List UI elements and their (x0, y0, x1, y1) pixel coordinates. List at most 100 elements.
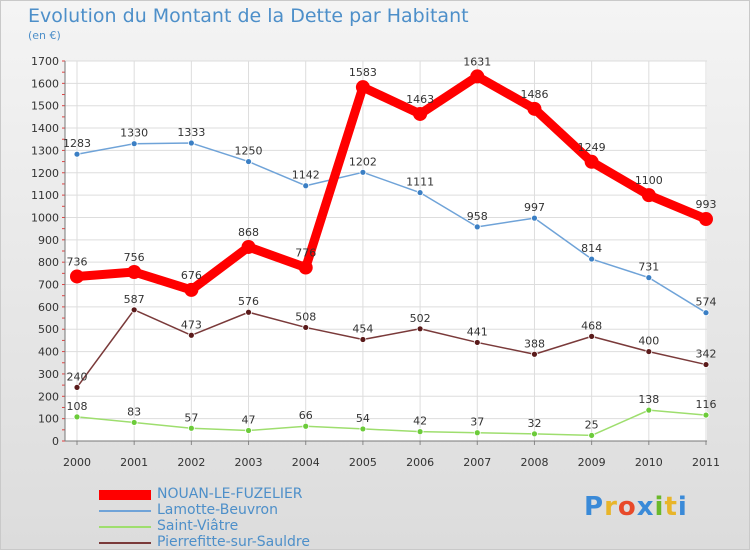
logo-letter: i (677, 492, 688, 522)
y-tick-label: 1600 (31, 77, 59, 90)
legend-swatch (99, 542, 151, 544)
y-tick-label: 1700 (31, 55, 59, 68)
y-tick-label: 100 (38, 413, 59, 426)
data-point (702, 361, 710, 368)
data-point (355, 80, 370, 95)
data-point (245, 158, 252, 165)
data-point (473, 339, 481, 346)
legend-label: Pierrefitte-sur-Sauldre (157, 534, 310, 550)
data-label: 1463 (406, 93, 434, 106)
data-point (645, 274, 653, 282)
data-label: 138 (638, 393, 659, 406)
logo-letter: i (654, 492, 665, 522)
logo-letter: x (636, 492, 655, 522)
legend-swatch (99, 510, 151, 512)
data-label: 1111 (406, 176, 434, 189)
y-tick-label: 1000 (31, 211, 59, 224)
x-tick-label: 2007 (463, 456, 491, 469)
x-tick-label: 2001 (120, 456, 148, 469)
data-point (187, 331, 195, 339)
data-point (645, 406, 653, 414)
data-label: 576 (238, 295, 259, 308)
x-tick-label: 2009 (578, 456, 606, 469)
data-point (73, 383, 81, 391)
data-point (413, 106, 428, 121)
data-label: 1283 (63, 137, 91, 150)
legend-swatch (99, 490, 151, 500)
data-point (359, 336, 367, 343)
data-label: 468 (581, 319, 602, 332)
data-label: 587 (124, 293, 145, 306)
data-point (302, 324, 310, 331)
data-label: 83 (127, 405, 141, 418)
data-point (473, 223, 481, 231)
data-point (127, 265, 142, 280)
data-label: 731 (638, 261, 659, 274)
data-label: 42 (413, 415, 427, 428)
data-point (130, 306, 138, 314)
y-tick-label: 1400 (31, 122, 59, 135)
y-tick-label: 400 (38, 346, 59, 359)
legend-swatch (99, 526, 151, 528)
data-label: 32 (527, 417, 541, 430)
series-line-0 (72, 71, 711, 295)
y-tick-label: 200 (38, 390, 59, 403)
x-tick-label: 2006 (406, 456, 434, 469)
y-tick-label: 500 (38, 323, 59, 336)
data-label: 958 (467, 210, 488, 223)
data-point (245, 427, 252, 434)
data-point (588, 432, 596, 439)
y-tick-label: 1500 (31, 100, 59, 113)
data-point (645, 348, 653, 355)
x-tick-label: 2010 (635, 456, 663, 469)
data-point (588, 255, 596, 263)
data-point (416, 325, 424, 333)
data-label: 342 (696, 348, 717, 361)
legend-label: Saint-Viâtre (157, 518, 239, 534)
data-point (184, 282, 199, 297)
data-label: 66 (299, 409, 313, 422)
data-point (241, 239, 256, 254)
data-label: 1486 (520, 88, 548, 101)
data-label: 1249 (578, 141, 606, 154)
series-line-1 (76, 142, 707, 314)
data-point (473, 429, 481, 437)
x-tick-label: 2011 (692, 456, 720, 469)
y-tick-label: 300 (38, 368, 59, 381)
x-tick-label: 2000 (63, 456, 91, 469)
data-label: 240 (67, 370, 88, 383)
y-tick-label: 1300 (31, 144, 59, 157)
data-point (641, 188, 656, 203)
data-point (73, 413, 81, 421)
y-tick-label: 1100 (31, 189, 59, 202)
data-point (699, 212, 713, 227)
x-tick-label: 2002 (177, 456, 205, 469)
data-label: 574 (696, 296, 717, 309)
data-label: 1330 (120, 127, 148, 140)
data-point (470, 69, 485, 84)
data-label: 54 (356, 412, 370, 425)
data-label: 116 (696, 398, 717, 411)
data-label: 1250 (235, 145, 263, 158)
data-point (359, 425, 367, 433)
y-tick-label: 800 (38, 256, 59, 269)
data-label: 756 (124, 251, 145, 264)
proxiti-logo: Proxiti (584, 492, 688, 522)
data-point (130, 419, 138, 426)
data-point (584, 154, 599, 169)
data-label: 1142 (292, 169, 320, 182)
data-point (416, 189, 424, 197)
x-tick-label: 2008 (520, 456, 548, 469)
logo-letter: r (604, 492, 618, 522)
data-label: 108 (67, 400, 88, 413)
data-label: 473 (181, 318, 202, 331)
data-point (245, 308, 252, 316)
data-point (187, 139, 195, 147)
data-label: 502 (410, 312, 431, 325)
chart-title: Evolution du Montant de la Dette par Hab… (28, 5, 469, 27)
data-point (73, 150, 81, 158)
data-label: 776 (295, 247, 316, 260)
x-tick-label: 2005 (349, 456, 377, 469)
data-label: 868 (238, 226, 259, 239)
